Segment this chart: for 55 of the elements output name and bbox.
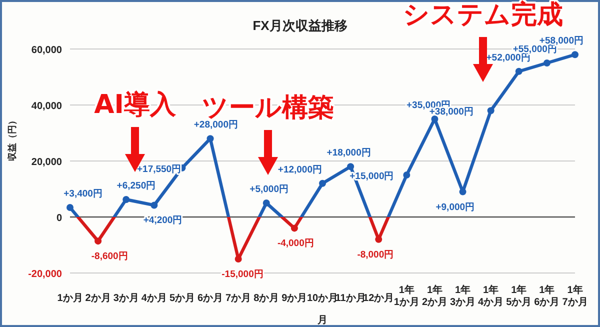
x-tick-label: 4か月 [141,293,167,304]
data-label: +3,400円 [64,188,103,200]
y-tick-label: 20,000 [31,157,62,168]
data-label: +4,200円 [143,215,183,226]
data-label: +6,250円 [116,180,156,192]
y-tick-label: 0 [56,213,62,224]
x-tick-label: 2か月 [85,293,111,304]
x-tick-label: 6か月 [197,293,224,304]
x-tick-label: 1年 2か月 [422,284,448,308]
y-axis-title: 収益（円） [7,116,18,161]
chart-title: FX月次収益推移 [252,18,348,33]
point [487,107,494,114]
x-axis-title: 月 [316,315,328,326]
point [290,224,298,232]
annotation: AI導入 [94,90,177,120]
y-tick-label: 60,000 [31,45,62,56]
x-tick-label: 8か月 [254,293,280,304]
x-tick-label: 1年 4か月 [478,284,504,308]
x-tick-label: 1年 1か月 [394,284,420,308]
point [543,60,550,66]
data-label: +9,000円 [436,202,476,213]
point [234,256,242,262]
x-tick-label: 1か月 [57,293,83,304]
point [319,180,326,187]
data-label: -8,000円 [357,249,394,260]
x-tick-label: 1年 5か月 [506,284,532,308]
x-tick-label: 1年 3か月 [450,284,476,308]
point [572,51,578,58]
point [403,172,410,178]
point [122,196,130,203]
point [206,135,214,142]
x-tick-label: 5か月 [169,293,196,304]
data-label: -4,000円 [277,238,314,250]
point [347,163,354,170]
x-tick-label: 1年 7か月 [562,284,588,308]
data-label: +5,000円 [250,184,290,195]
x-tick-label: 7か月 [226,293,252,304]
point [262,200,270,206]
point [431,116,438,122]
data-label: -15,000円 [222,269,264,280]
data-label: +18,000円 [326,148,372,159]
x-tick-label: 9か月 [282,293,308,304]
text: システム完成 [403,0,563,30]
x-tick-label: 12か月 [363,293,394,304]
y-tick-label: 40,000 [31,101,62,112]
y-tick-label: -20,000 [28,269,62,280]
x-tick-label: 1年 6か月 [534,284,560,308]
point [459,188,466,196]
point [94,238,102,245]
point [66,204,74,211]
x-tick-label: 3か月 [113,293,139,304]
data-label: -8,600円 [91,251,128,262]
point [150,202,158,209]
data-label: +12,000円 [278,164,322,176]
point [515,68,522,75]
